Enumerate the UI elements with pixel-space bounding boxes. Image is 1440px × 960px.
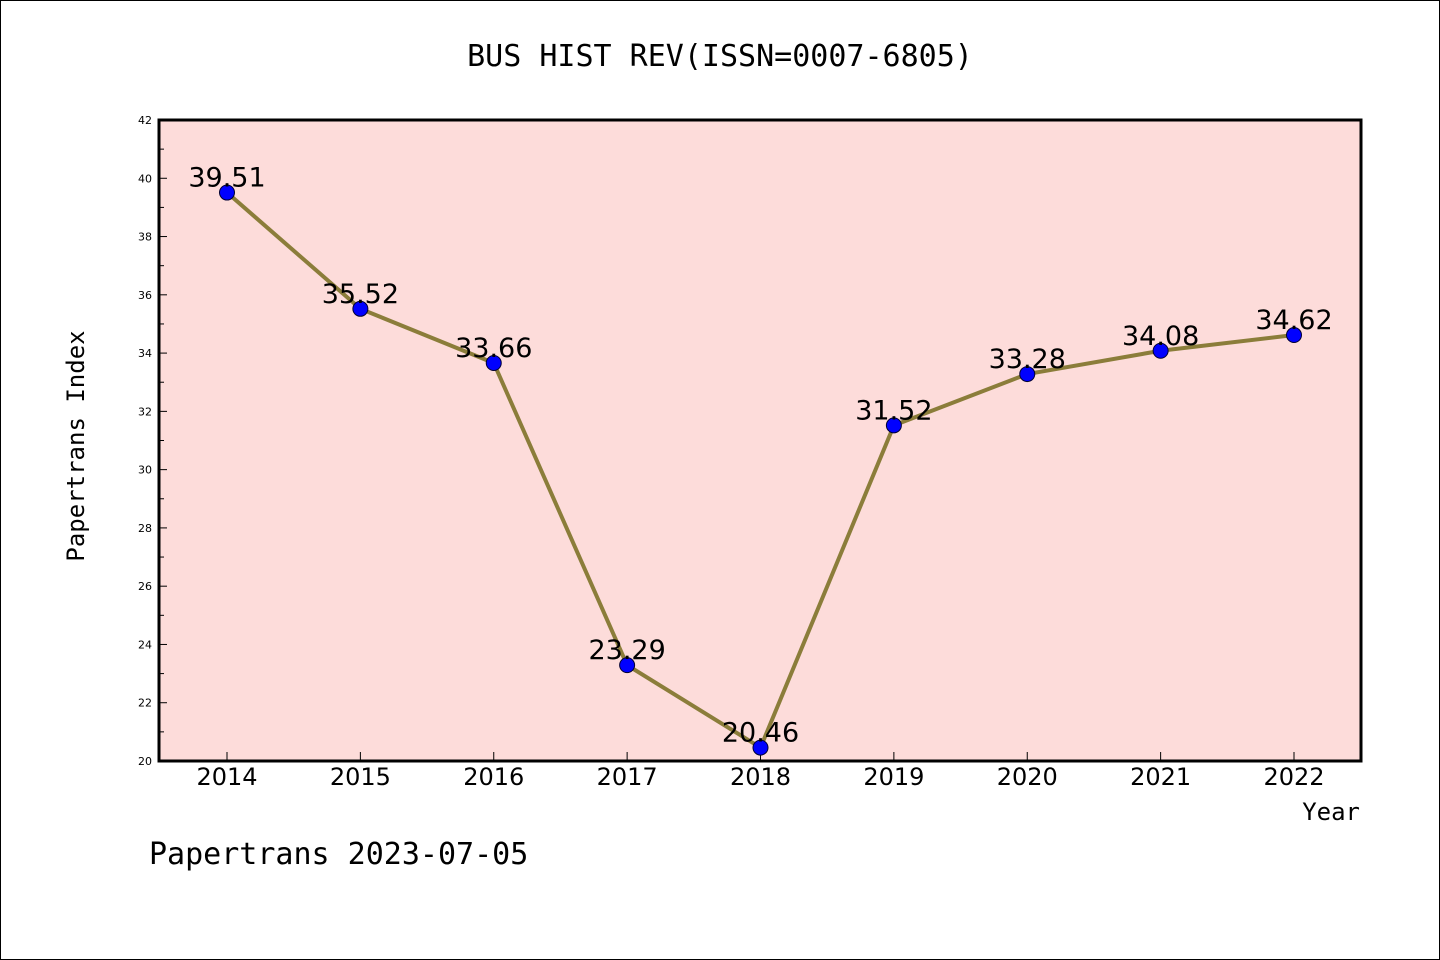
data-point: [352, 300, 369, 317]
y-axis-ticks: 20 22 24 26 28 30 32 34 36 38 40 42: [138, 114, 167, 768]
x-tick-label: 2019: [863, 763, 924, 791]
y-tick-label: 36: [138, 289, 152, 302]
data-label: 39.51: [188, 163, 265, 194]
x-tick-label: 2020: [997, 763, 1058, 791]
y-tick-label: 40: [138, 172, 152, 185]
data-label: 34.62: [1255, 305, 1332, 336]
footer-note: Papertrans 2023-07-05: [149, 837, 528, 872]
y-tick-label: 30: [138, 464, 152, 477]
x-axis-ticks: 2014 2015 2016 2017 2018 2019 2020 2021 2022: [196, 752, 1325, 791]
data-point: [752, 739, 769, 756]
y-tick-label: 24: [138, 638, 152, 651]
data-point: [885, 417, 902, 434]
data-point: [1152, 342, 1169, 359]
y-tick-label: 38: [138, 231, 152, 244]
data-label: 33.28: [989, 344, 1066, 375]
x-tick-label: 2022: [1263, 763, 1324, 791]
x-axis-label: Year: [1302, 798, 1360, 826]
y-axis-label: Papertrans Index: [62, 330, 90, 561]
data-label: 33.66: [455, 333, 532, 364]
data-label: 23.29: [588, 635, 665, 666]
chart-title: BUS HIST REV(ISSN=0007-6805): [467, 39, 973, 74]
y-tick-label: 32: [138, 405, 152, 418]
data-point: [1286, 327, 1302, 344]
y-tick-label: 20: [138, 755, 152, 768]
data-points: [219, 184, 1302, 756]
x-tick-label: 2015: [330, 763, 391, 791]
y-tick-label: 26: [138, 580, 152, 593]
data-labels: 39.51 35.52 33.66 23.29 20.46 31.52 33.28 34.08…: [188, 163, 1332, 749]
x-tick-label: 2018: [730, 763, 791, 791]
data-point: [219, 184, 235, 201]
y-tick-label: 42: [138, 114, 152, 127]
x-tick-label: 2016: [463, 763, 524, 791]
y-tick-label: 22: [138, 697, 152, 710]
x-tick-label: 2014: [196, 763, 257, 791]
data-label: 31.52: [855, 395, 932, 426]
data-point: [485, 354, 502, 371]
y-tick-label: 34: [138, 347, 152, 360]
data-label: 20.46: [722, 718, 799, 749]
plot-area: [157, 118, 1363, 763]
x-tick-label: 2021: [1130, 763, 1191, 791]
data-point: [619, 657, 636, 674]
x-tick-label: 2017: [597, 763, 658, 791]
y-tick-label: 28: [138, 522, 152, 535]
data-point: [1019, 366, 1036, 383]
data-label: 35.52: [322, 279, 399, 310]
data-label: 34.08: [1122, 321, 1199, 352]
